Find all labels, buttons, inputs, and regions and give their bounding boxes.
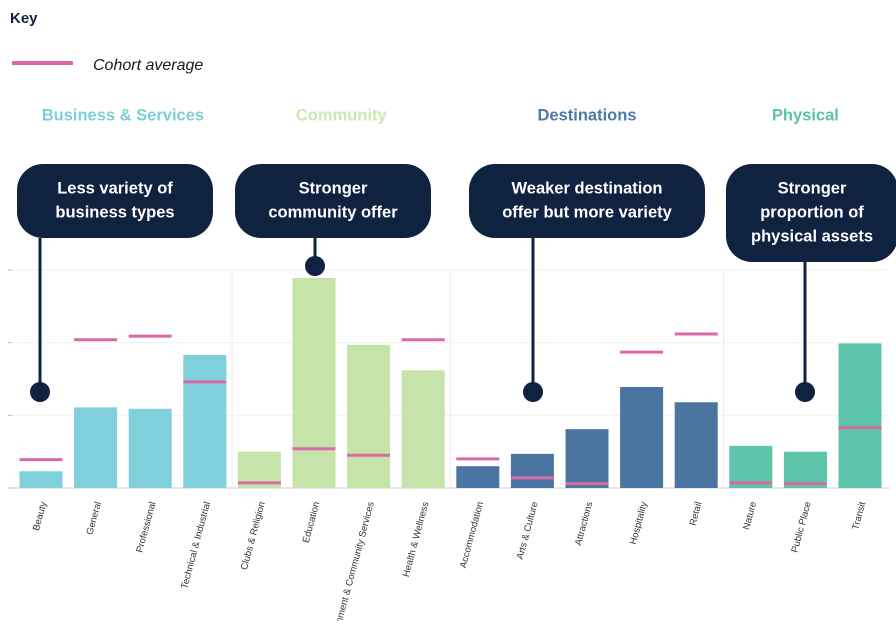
bar (729, 445, 773, 488)
group-title: Destinations (537, 106, 636, 124)
callout-box (17, 164, 213, 238)
x-tick-label: Technical & Industrial (179, 501, 213, 591)
callout-text: Less variety of (57, 179, 173, 197)
x-tick-label: Retail (688, 501, 705, 527)
x-tick-label: Nature (741, 501, 759, 531)
callout-dot (523, 382, 543, 402)
bar (456, 466, 500, 488)
bar (183, 355, 227, 488)
callout-dot (305, 256, 325, 276)
callout-text: offer but more variety (502, 203, 672, 221)
key-title: Key (10, 10, 38, 27)
callout-dot (30, 382, 50, 402)
bar (74, 407, 118, 488)
bar (565, 429, 609, 488)
callout-dot (795, 382, 815, 402)
bar (838, 343, 882, 488)
callout-box (235, 164, 431, 238)
callout-box (726, 164, 896, 262)
callout-text: community offer (268, 203, 398, 221)
bar (401, 370, 445, 488)
bar (292, 277, 336, 488)
x-tick-label: Arts & Culture (515, 501, 541, 561)
bar (674, 402, 718, 488)
callout-text: Stronger (778, 179, 847, 197)
x-tick-label: Accommodation (458, 501, 486, 570)
x-tick-label: Health & Wellness (401, 500, 432, 578)
callout-text: Weaker destination (512, 179, 663, 197)
group-title: Physical (772, 106, 839, 124)
bar (510, 453, 554, 488)
callout-text: physical assets (751, 227, 873, 245)
callout-text: business types (55, 203, 174, 221)
bar (128, 408, 172, 488)
x-tick-label: General (85, 501, 104, 537)
group-title: Community (296, 106, 388, 124)
bar (347, 344, 391, 488)
x-tick-label: Education (301, 501, 323, 545)
bar (19, 471, 63, 488)
x-tick-label: Professional (134, 501, 158, 554)
callout-text: proportion of (760, 203, 864, 221)
legend-label: Cohort average (93, 57, 203, 74)
group-title: Business & Services (42, 106, 204, 124)
callout-box (469, 164, 705, 238)
x-tick-label: Hospitality (628, 500, 650, 545)
bar (783, 451, 827, 488)
x-tick-label: Beauty (31, 500, 49, 532)
bar (620, 386, 664, 488)
x-tick-label: Attractions (573, 500, 595, 546)
x-tick-label: Clubs & Religion (239, 501, 268, 572)
x-tick-label: Transit (850, 500, 868, 531)
x-tick-label: Government & Community Services (327, 500, 377, 621)
callout-text: Stronger (299, 179, 368, 197)
x-tick-label: Public Place (790, 501, 814, 554)
